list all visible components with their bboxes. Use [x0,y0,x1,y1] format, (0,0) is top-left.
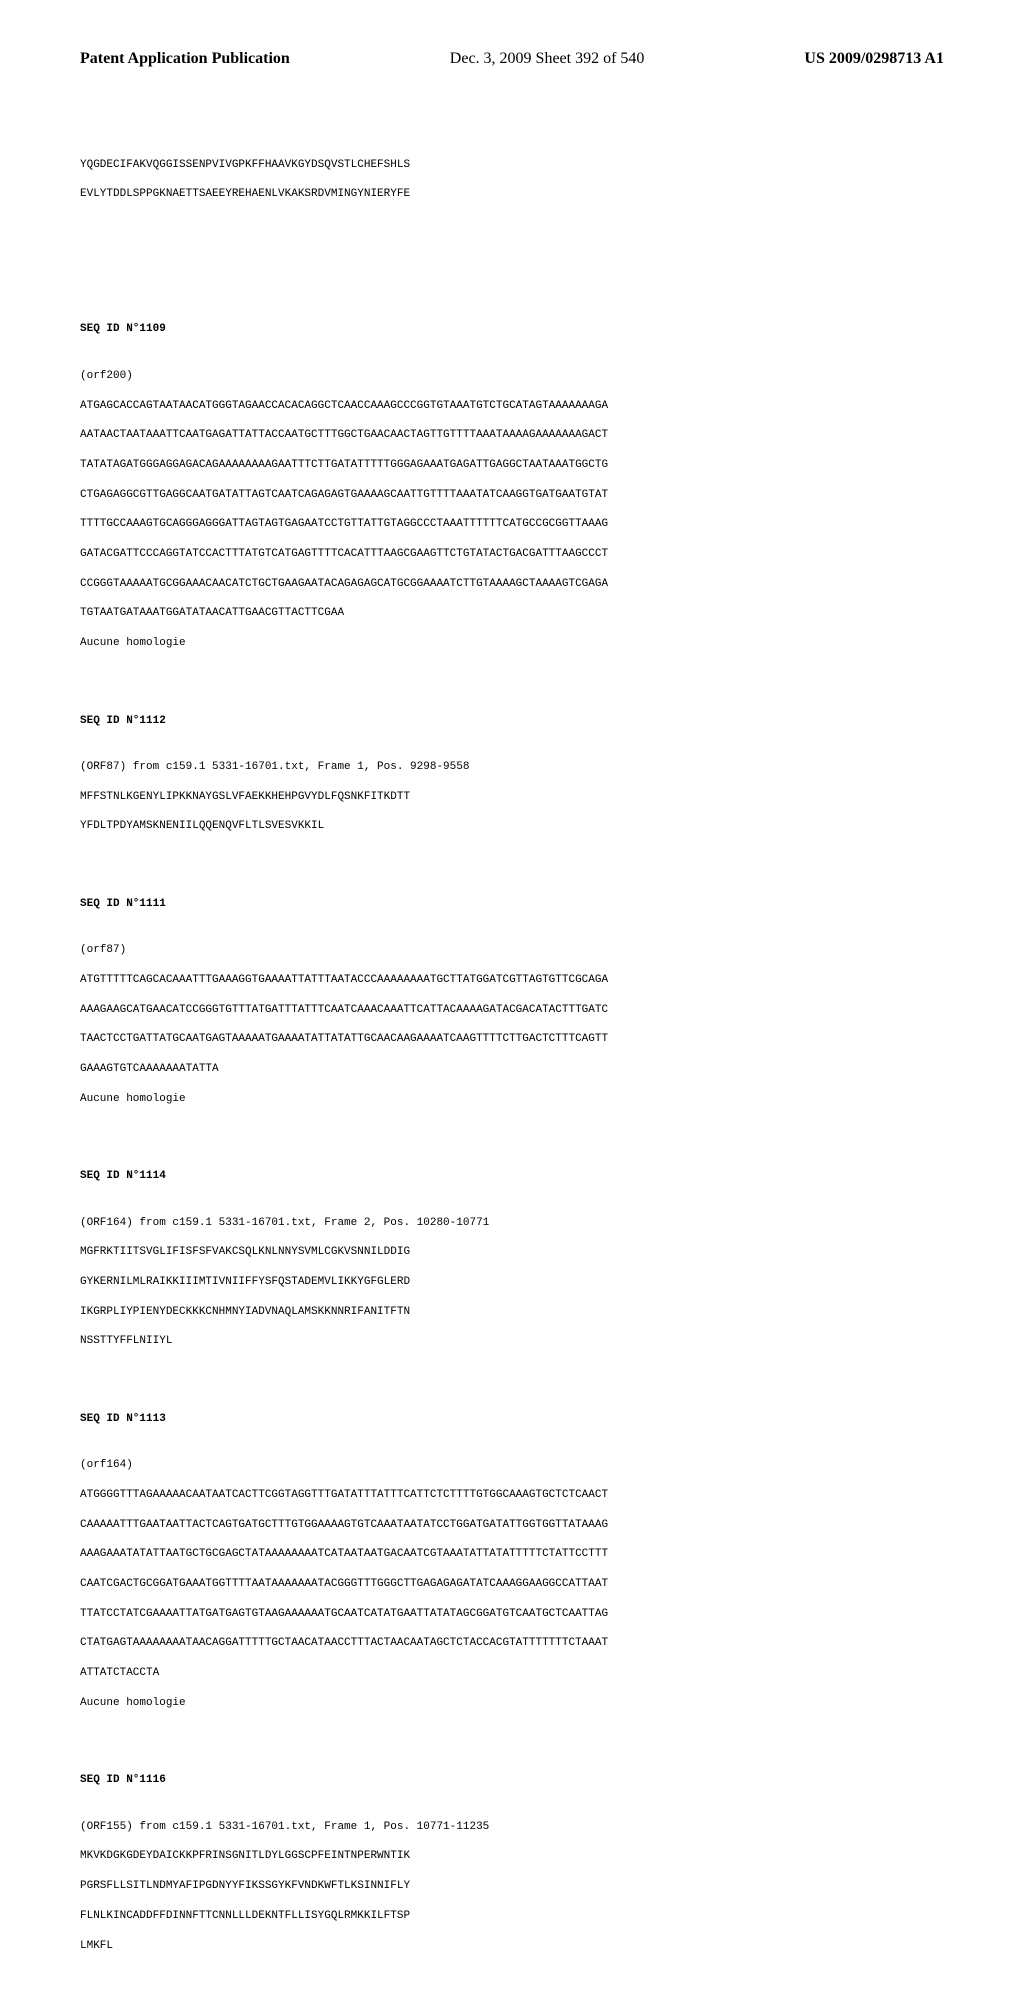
seq-block: (orf164) ATGGGGTTTAGAAAAACAATAATCACTTCGG… [80,1444,944,1726]
seq-line: TAACTCCTGATTATGCAATGAGTAAAAATGAAAATATTAT… [80,1032,944,1047]
publication-number: US 2009/0298713 A1 [804,50,944,68]
seq-line: IKGRPLIYPIENYDECKKKCNHMNYIADVNAQLAMSKKNN… [80,1305,944,1320]
seq-line: TTTTGCCAAAGTGCAGGGAGGGATTAGTAGTGAGAATCCT… [80,517,944,532]
seq-line: LMKFL [80,1939,944,1954]
seq-line: TATATAGATGGGAGGAGACAGAAAAAAAAGAATTTCTTGA… [80,458,944,473]
seq-line: ATTATCTACCTA [80,1666,944,1681]
seq-line: GAAAGTGTCAAAAAAATATTA [80,1062,944,1077]
seq-id-title: SEQ ID N°1112 [80,714,944,729]
seq-line: EVLYTDDLSPPGKNAETTSAEEYREHAENLVKAKSRDVMI… [80,187,944,202]
seq-line: CCGGGTAAAAATGCGGAAACAACATCTGCTGAAGAATACA… [80,577,944,592]
seq-line: CTGAGAGGCGTTGAGGCAATGATATTAGTCAATCAGAGAG… [80,488,944,503]
seq-id-title: SEQ ID N°1114 [80,1169,944,1184]
homology-note: Aucune homologie [80,1092,944,1107]
seq-block: (orf87) ATGTTTTTCAGCACAAATTTGAAAGGTGAAAA… [80,929,944,1122]
seq-block: (ORF155) from c159.1 5331-16701.txt, Fra… [80,1805,944,1968]
seq-line: MGFRKTIITSVGLIFISFSFVAKCSQLKNLNNYSVMLCGK… [80,1245,944,1260]
orf-label: (orf200) [80,369,944,384]
seq-line: GYKERNILMLRAIKKIIIMTIVNIIFFYSFQSTADEMVLI… [80,1275,944,1290]
homology-note: Aucune homologie [80,636,944,651]
seq-line: CTATGAGTAAAAAAAATAACAGGATTTTTGCTAACATAAC… [80,1636,944,1651]
date-sheet-label: Dec. 3, 2009 Sheet 392 of 540 [450,50,645,68]
seq-line: NSSTTYFFLNIIYL [80,1334,944,1349]
seq-line: ATGTTTTTCAGCACAAATTTGAAAGGTGAAAATTATTTAA… [80,973,944,988]
seq-line: CAAAAATTTGAATAATTACTCAGTGATGCTTTGTGGAAAA… [80,1518,944,1533]
seq-line: TGTAATGATAAATGGATATAACATTGAACGTTACTTCGAA [80,606,944,621]
homology-note: Aucune homologie [80,1696,944,1711]
seq-line: YFDLTPDYAMSKNENIILQQENQVFLTLSVESVKKIL [80,819,944,834]
page-header: Patent Application Publication Dec. 3, 2… [60,50,964,68]
publication-label: Patent Application Publication [80,50,290,68]
seq-line: AAAGAAATATATTAATGCTGCGAGCTATAAAAAAAATCAT… [80,1547,944,1562]
seq-block: (ORF87) from c159.1 5331-16701.txt, Fram… [80,745,944,849]
seq-block: (orf200) ATGAGCACCAGTAATAACATGGGTAGAACCA… [80,354,944,666]
seq-line: MKVKDGKGDEYDAICKKPFRINSGNITLDYLGGSCPFEIN… [80,1849,944,1864]
orf-label: (ORF155) from c159.1 5331-16701.txt, Fra… [80,1820,944,1835]
seq-id-title: SEQ ID N°1116 [80,1773,944,1788]
seq-id-title: SEQ ID N°1109 [80,322,944,337]
seq-line: TTATCCTATCGAAAATTATGATGAGTGTAAGAAAAAATGC… [80,1607,944,1622]
seq-line: YQGDECIFAKVQGGISSENPVIVGPKFFHAAVKGYDSQVS… [80,158,944,173]
seq-line: ATGGGGTTTAGAAAAACAATAATCACTTCGGTAGGTTTGA… [80,1488,944,1503]
seq-line: CAATCGACTGCGGATGAAATGGTTTTAATAAAAAAATACG… [80,1577,944,1592]
seq-line: AAAGAAGCATGAACATCCGGGTGTTTATGATTTATTTCAA… [80,1003,944,1018]
orf-label: (ORF87) from c159.1 5331-16701.txt, Fram… [80,760,944,775]
sequence-content: YQGDECIFAKVQGGISSENPVIVGPKFFHAAVKGYDSQVS… [60,128,964,2002]
orf-label: (orf164) [80,1458,944,1473]
seq-line: GATACGATTCCCAGGTATCCACTTTATGTCATGAGTTTTC… [80,547,944,562]
seq-id-title: SEQ ID N°1113 [80,1412,944,1427]
orf-label: (orf87) [80,943,944,958]
seq-block: (ORF164) from c159.1 5331-16701.txt, Fra… [80,1201,944,1364]
seq-line: ATGAGCACCAGTAATAACATGGGTAGAACCACACAGGCTC… [80,399,944,414]
seq-line: PGRSFLLSITLNDMYAFIPGDNYYFIKSSGYKFVNDKWFT… [80,1879,944,1894]
seq-line: AATAACTAATAAATTCAATGAGATTATTACCAATGCTTTG… [80,428,944,443]
seq-line: MFFSTNLKGENYLIPKKNAYGSLVFAEKKHEHPGVYDLFQ… [80,790,944,805]
seq-line: FLNLKINCADDFFDINNFTTCNNLLLDEKNTFLLISYGQL… [80,1909,944,1924]
intro-block: YQGDECIFAKVQGGISSENPVIVGPKFFHAAVKGYDSQVS… [80,143,944,217]
seq-id-title: SEQ ID N°1111 [80,897,944,912]
orf-label: (ORF164) from c159.1 5331-16701.txt, Fra… [80,1216,944,1231]
